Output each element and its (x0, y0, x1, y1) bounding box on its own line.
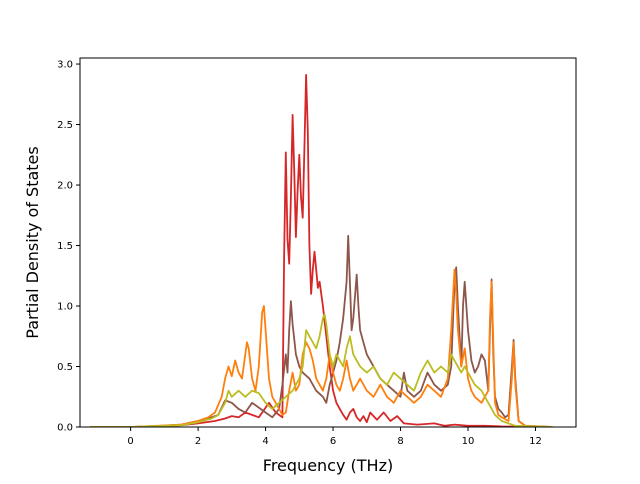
series-layer (90, 74, 553, 427)
x-tick-label: 4 (262, 436, 268, 447)
y-tick-label: 0.5 (57, 362, 73, 373)
x-ticks: 0 2 4 6 8 10 12 (127, 427, 542, 447)
y-tick-label: 1.0 (57, 302, 73, 313)
y-tick-label: 2.5 (57, 120, 73, 131)
y-axis-label: Partial Density of States (23, 146, 42, 338)
y-tick-label: 2.0 (57, 181, 73, 192)
x-axis-label: Frequency (THz) (263, 456, 393, 475)
y-tick-label: 0.0 (57, 423, 73, 434)
series-line-1 (90, 74, 553, 427)
y-ticks: 0.0 0.5 1.0 1.5 2.0 2.5 3.0 (57, 60, 80, 434)
x-tick-label: 2 (195, 436, 201, 447)
series-line-4 (90, 313, 553, 427)
y-tick-label: 1.5 (57, 241, 73, 252)
x-tick-label: 12 (529, 436, 542, 447)
x-tick-label: 10 (462, 436, 475, 447)
x-tick-label: 6 (330, 436, 336, 447)
x-tick-label: 8 (397, 436, 403, 447)
y-tick-label: 3.0 (57, 60, 73, 71)
series-line-3 (90, 268, 553, 427)
axes-frame (79, 57, 577, 428)
x-tick-label: 0 (127, 436, 133, 447)
